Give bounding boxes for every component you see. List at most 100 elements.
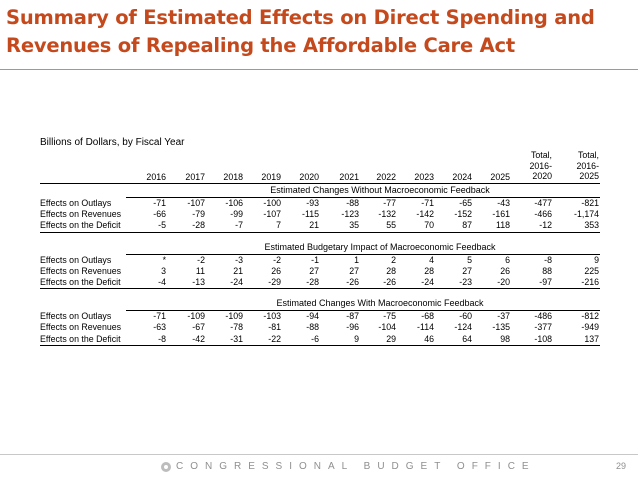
title-divider	[0, 69, 638, 70]
table-cell: -4	[158, 276, 166, 287]
table-row: Effects on Revenues -66 -79 -99 -107 -115 -123…	[40, 209, 600, 220]
table-cell: 137	[584, 333, 599, 344]
table-cell: -8	[158, 333, 166, 344]
table-row: Effects on Outlays * -2 -3 -2 -1 1 2 4 5 6 -8 9	[40, 255, 600, 266]
table-cell: 29	[386, 333, 396, 344]
table-cell: 5	[467, 254, 472, 265]
table-cell: -12	[539, 220, 552, 231]
table-cell: -29	[268, 276, 281, 287]
section-title: Estimated Changes With Macroeconomic Fee…	[276, 298, 484, 309]
section-title: Estimated Changes Without Macroeconomic …	[270, 185, 490, 195]
table-cell: 27	[309, 265, 319, 276]
table-cell: -477	[534, 198, 552, 208]
table-header: 2016 2017 2018 2019 2020 2021 2022 2023 2024 2025…	[40, 146, 600, 183]
table-cell: -13	[192, 276, 205, 287]
table-cell: -104	[378, 322, 396, 333]
table-cell: -87	[346, 311, 359, 322]
table-cell: -93	[306, 198, 319, 208]
table-cell: -43	[497, 198, 510, 208]
table-cell: -812	[581, 311, 599, 322]
table-cell: -75	[383, 311, 396, 322]
table-cell: 28	[386, 265, 396, 276]
table-row: Effects on Revenues -63 -67 -78 -81 -88 -96 -10…	[40, 322, 600, 333]
total-header-1: 2020	[532, 171, 552, 181]
table-cell: 87	[462, 220, 472, 231]
section-gap	[40, 289, 600, 297]
table-cell: -78	[230, 322, 243, 333]
row-label: Effects on the Deficit	[40, 220, 121, 231]
year-header-2018: 2018	[223, 172, 243, 182]
table-cell: 21	[233, 265, 243, 276]
cbo-logo-icon	[161, 462, 171, 472]
table-cell: 3	[161, 265, 166, 276]
year-header-2024: 2024	[452, 172, 472, 182]
table-cell: -821	[581, 198, 599, 208]
table-cell: -37	[497, 311, 510, 322]
table-cell: 26	[500, 265, 510, 276]
total-header-1: 2016-	[529, 160, 553, 171]
table-cell: -31	[230, 333, 243, 344]
section-bottom-rule	[40, 344, 600, 346]
total-header-1: Total,	[530, 150, 552, 160]
year-header-2017: 2017	[185, 172, 205, 182]
table-cell: 64	[462, 333, 472, 344]
total-header-2: 2016-	[576, 160, 600, 171]
table-cell: 55	[386, 220, 396, 231]
section-title: Estimated Budgetary Impact of Macroecono…	[264, 241, 496, 252]
table-cell: -216	[581, 276, 599, 287]
table-cell: -23	[459, 276, 472, 287]
table-cell: -124	[454, 322, 472, 333]
table-cell: -79	[192, 209, 205, 220]
table-cell: 118	[495, 220, 510, 231]
table-cell: -107	[187, 198, 205, 208]
table-cell: -88	[346, 198, 359, 208]
table-row: Effects on the Deficit -4 -13 -24 -29 -28 -26 -…	[40, 277, 600, 288]
table-cell: -108	[534, 333, 552, 344]
table-cell: -161	[492, 209, 510, 220]
table-cell: -152	[454, 209, 472, 220]
section-gap	[40, 233, 600, 241]
budget-effects-table: 2016 2017 2018 2019 2020 2021 2022 2023 2024 2025…	[40, 146, 600, 346]
row-label: Effects on Outlays	[40, 198, 112, 208]
table-cell: 353	[584, 220, 599, 231]
table-cell: -71	[421, 198, 434, 208]
table-cell: -67	[192, 322, 205, 333]
table-cell: -24	[421, 276, 434, 287]
table-cell: -8	[544, 254, 552, 265]
table-cell: *	[162, 254, 166, 265]
table-cell: -109	[225, 311, 243, 322]
footer-divider	[0, 454, 638, 455]
table-cell: -103	[263, 311, 281, 322]
table-cell: 225	[584, 265, 599, 276]
row-label: Effects on Outlays	[40, 254, 112, 265]
table-cell: 46	[424, 333, 434, 344]
total-header-2: Total,	[577, 150, 599, 160]
table-cell: -135	[492, 322, 510, 333]
table-cell: -63	[153, 322, 166, 333]
table-cell: 21	[309, 220, 319, 231]
table-cell: 35	[349, 220, 359, 231]
year-header-2021: 2021	[339, 172, 359, 182]
year-header-2020: 2020	[299, 172, 319, 182]
table-cell: -88	[306, 322, 319, 333]
table-cell: -466	[534, 209, 552, 220]
table-cell: -96	[346, 322, 359, 333]
year-header-2022: 2022	[376, 172, 396, 182]
table-row: Effects on the Deficit -8 -42 -31 -22 -6 9 29 46…	[40, 334, 600, 345]
year-header-2016: 2016	[146, 172, 166, 182]
table-cell: -109	[187, 311, 205, 322]
table-row: Effects on Outlays -71 -107 -106 -100 -93 -88 -…	[40, 198, 600, 209]
table-cell: 9	[354, 333, 359, 344]
year-header-2019: 2019	[261, 172, 281, 182]
table-cell: -5	[158, 220, 166, 231]
table-cell: -132	[378, 209, 396, 220]
table-cell: -2	[197, 254, 205, 265]
row-label: Effects on Revenues	[40, 265, 122, 276]
table-cell: -2	[273, 254, 281, 265]
section-bottom-rule	[40, 231, 600, 233]
table-cell: -97	[539, 276, 552, 287]
table-cell: -123	[341, 209, 359, 220]
year-header-2023: 2023	[414, 172, 434, 182]
table-cell: 28	[424, 265, 434, 276]
table-cell: -24	[230, 276, 243, 287]
